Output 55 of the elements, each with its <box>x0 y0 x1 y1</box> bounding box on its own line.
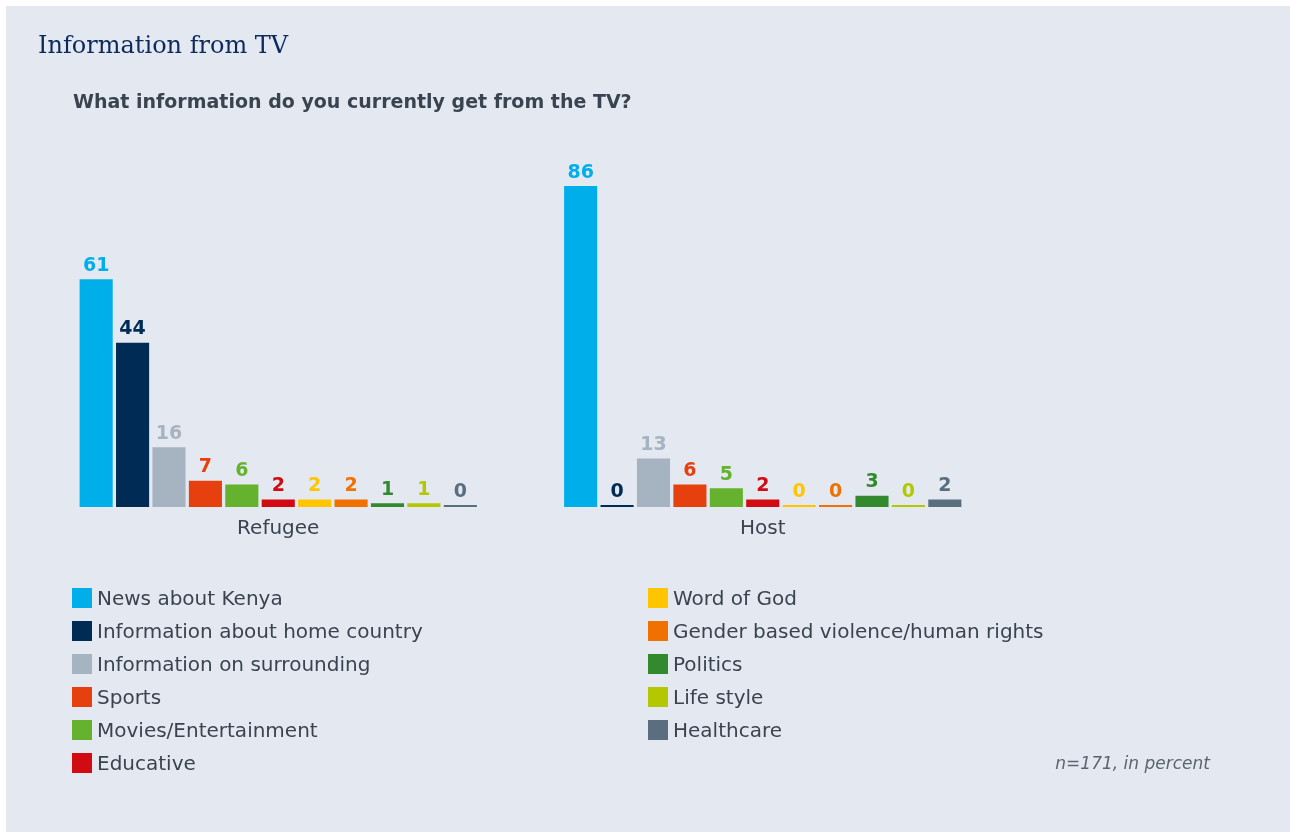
legend-label: Information about home country <box>97 619 423 643</box>
legend-label: Information on surrounding <box>97 652 371 676</box>
bar <box>188 480 222 507</box>
bar <box>370 503 405 507</box>
bar <box>298 499 332 507</box>
data-label: 86 <box>567 159 594 182</box>
legend-label: Word of God <box>673 586 797 610</box>
data-label: 2 <box>756 473 770 496</box>
bar <box>928 499 962 507</box>
data-label: 13 <box>640 431 667 454</box>
data-label: 3 <box>865 469 879 492</box>
bar <box>746 499 780 507</box>
data-label: 1 <box>380 476 395 499</box>
chart-title: Information from TV <box>38 31 289 59</box>
legend-label: Movies/Entertainment <box>97 718 318 742</box>
bar <box>855 495 889 507</box>
legend-label: Educative <box>97 751 196 775</box>
chart-subtitle: What information do you currently get from the TV? <box>73 89 632 112</box>
data-label: 5 <box>719 461 733 484</box>
bar <box>407 503 441 507</box>
data-label: 0 <box>828 478 843 501</box>
data-label: 0 <box>453 478 467 501</box>
data-label: 2 <box>344 473 358 496</box>
bar <box>225 484 259 507</box>
data-label: 7 <box>198 454 213 477</box>
data-label: 0 <box>792 478 806 501</box>
data-label: 2 <box>938 473 952 496</box>
data-label: 61 <box>82 252 110 275</box>
bar <box>709 488 743 507</box>
data-label: 2 <box>308 473 322 496</box>
legend-label: Sports <box>97 685 162 709</box>
bar <box>79 279 113 507</box>
x-tick-label: Host <box>739 515 786 539</box>
legend-label: Politics <box>673 652 743 676</box>
bar <box>564 186 598 507</box>
data-label: 0 <box>901 478 916 501</box>
bar <box>636 458 671 507</box>
data-label: 1 <box>417 476 431 499</box>
data-label: 6 <box>235 458 249 481</box>
data-label: 0 <box>610 478 624 501</box>
data-label: 16 <box>155 420 183 443</box>
data-label: 2 <box>271 473 285 496</box>
bar <box>334 499 368 507</box>
legend-label: News about Kenya <box>97 586 283 610</box>
x-tick-label: Refugee <box>237 515 320 539</box>
bar <box>152 447 186 507</box>
legend-label: Healthcare <box>673 718 783 742</box>
data-label: 44 <box>119 316 146 339</box>
bar <box>261 499 295 507</box>
legend-label: Life style <box>673 685 764 709</box>
data-label: 6 <box>683 458 697 481</box>
bar <box>673 484 707 507</box>
text: n=171, in percent <box>1055 752 1212 773</box>
legend-label: Gender based violence/human rights <box>673 619 1044 643</box>
bar <box>116 342 150 507</box>
